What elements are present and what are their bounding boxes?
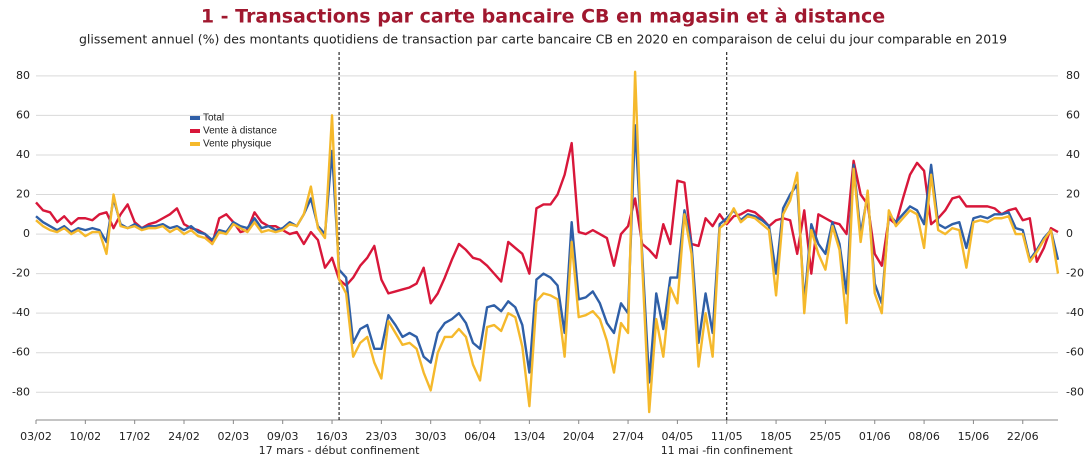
- x-tick-label: 02/03: [218, 430, 250, 443]
- y-tick-label: -60: [12, 346, 30, 359]
- series-line: [35, 70, 1060, 414]
- series-line: [35, 141, 1059, 305]
- x-tick-label: 16/03: [316, 430, 348, 443]
- x-tick-label: 25/05: [810, 430, 842, 443]
- series-line: [35, 124, 1060, 384]
- legend-label: Vente physique: [203, 139, 272, 150]
- x-tick-label: 11/05: [711, 430, 743, 443]
- y-tick-label: -40: [12, 306, 30, 319]
- legend-label: Vente à distance: [203, 126, 277, 137]
- x-tick-label: 18/05: [760, 430, 792, 443]
- x-tick-label: 09/03: [267, 430, 299, 443]
- x-tick-label: 23/03: [366, 430, 398, 443]
- x-tick-label: 27/04: [612, 430, 644, 443]
- x-tick-label: 20/04: [563, 430, 595, 443]
- y-tick-label: 80: [16, 69, 30, 82]
- x-tick-label: 01/06: [859, 430, 891, 443]
- y2-tick-label: -20: [1066, 267, 1084, 280]
- x-tick-label: 08/06: [908, 430, 940, 443]
- x-tick-label: 03/02: [20, 430, 52, 443]
- x-tick-label: 24/02: [168, 430, 200, 443]
- x-tick-label: 17/02: [119, 430, 151, 443]
- annotation: 11 mai -fin confinement: [661, 444, 794, 457]
- annotation: 17 mars - début confinement: [259, 444, 421, 457]
- y2-tick-label: -40: [1066, 306, 1084, 319]
- y2-tick-label: -60: [1066, 346, 1084, 359]
- legend-swatch: [190, 116, 200, 120]
- y2-tick-label: 60: [1066, 108, 1080, 121]
- x-tick-label: 13/04: [514, 430, 546, 443]
- chart-title: 1 - Transactions par carte bancaire CB e…: [201, 6, 885, 28]
- chart-subtitle: glissement annuel (%) des montants quoti…: [79, 32, 1007, 47]
- x-tick-label: 30/03: [415, 430, 447, 443]
- y2-tick-label: 80: [1066, 69, 1080, 82]
- x-tick-label: 22/06: [1007, 430, 1039, 443]
- y-tick-label: 60: [16, 108, 30, 121]
- legend-label: Total: [203, 113, 224, 124]
- y-tick-label: 0: [23, 227, 30, 240]
- y-tick-label: -20: [12, 267, 30, 280]
- y2-tick-label: 40: [1066, 148, 1080, 161]
- x-tick-label: 15/06: [958, 430, 990, 443]
- y2-tick-label: 20: [1066, 188, 1080, 201]
- y-tick-label: 20: [16, 188, 30, 201]
- y2-tick-label: -80: [1066, 385, 1084, 398]
- y-tick-label: 40: [16, 148, 30, 161]
- x-tick-label: 06/04: [464, 430, 496, 443]
- legend-swatch: [190, 142, 200, 146]
- y2-tick-label: 0: [1066, 227, 1073, 240]
- x-tick-label: 04/05: [662, 430, 694, 443]
- legend-swatch: [190, 129, 200, 133]
- x-tick-label: 10/02: [69, 430, 101, 443]
- y-tick-label: -80: [12, 385, 30, 398]
